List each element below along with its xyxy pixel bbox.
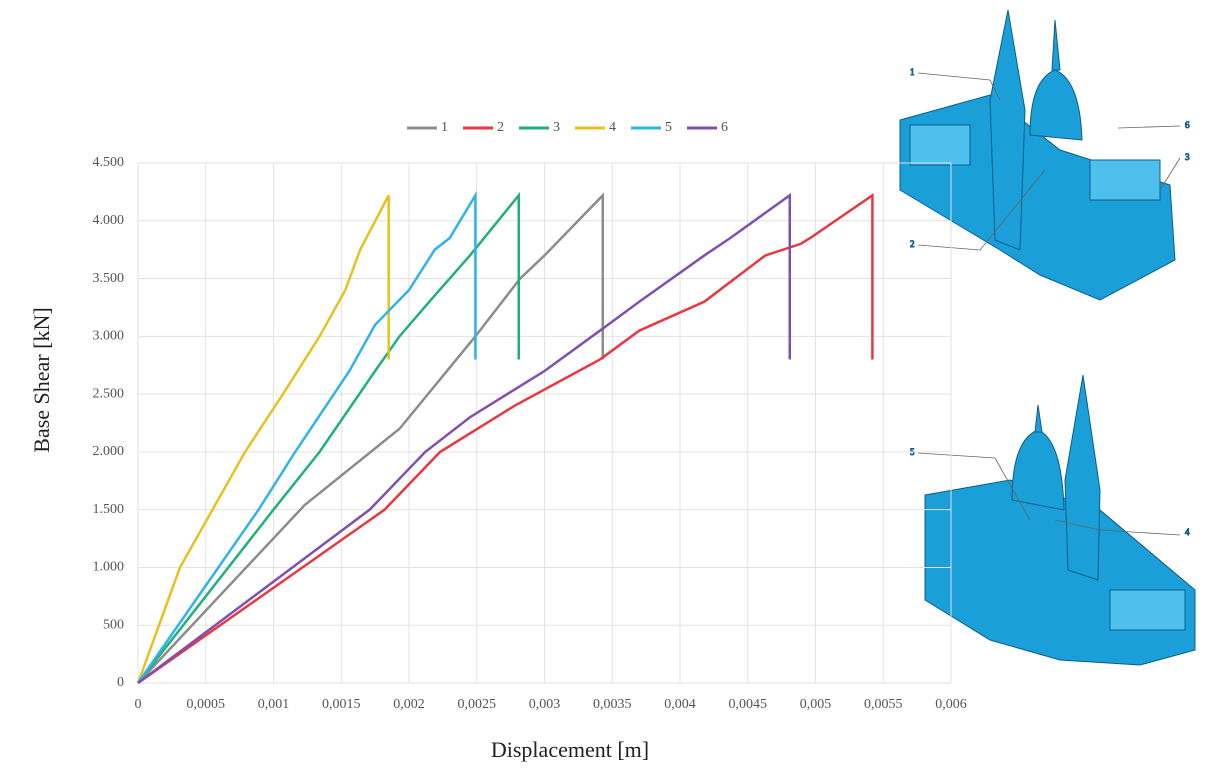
building-bottom: 5 4 <box>910 375 1195 665</box>
series-line <box>138 195 790 683</box>
x-tick-label: 0,0055 <box>864 697 903 712</box>
spire <box>990 10 1025 250</box>
dome <box>1012 430 1064 510</box>
series-line <box>138 195 475 683</box>
figure-label: 3 <box>1185 152 1190 162</box>
figure-label: 2 <box>910 239 915 249</box>
x-tick-label: 0,0035 <box>593 697 632 712</box>
x-tick-label: 0,0025 <box>458 697 497 712</box>
figure-label: 4 <box>1185 527 1190 537</box>
series-line <box>138 195 389 683</box>
legend-label: 3 <box>553 120 560 135</box>
x-tick-label: 0,0045 <box>729 697 768 712</box>
y-tick-label: 2.500 <box>93 386 125 401</box>
y-tick-label: 4.500 <box>93 155 125 170</box>
x-tick-label: 0,001 <box>258 697 290 712</box>
legend-label: 5 <box>665 120 672 135</box>
building-top: 1 6 3 2 <box>900 10 1190 300</box>
dome-top <box>1052 20 1060 70</box>
courtyard <box>910 125 970 165</box>
chart: Displacement [m] Base Shear [kN] 1 6 3 2… <box>0 0 1217 770</box>
legend-label: 4 <box>609 120 616 135</box>
y-tick-label: 0 <box>117 675 124 690</box>
x-tick-label: 0 <box>135 697 142 712</box>
x-tick-label: 0,003 <box>529 697 561 712</box>
x-tick-label: 0,005 <box>800 697 832 712</box>
x-tick-label: 0,006 <box>935 697 967 712</box>
legend-label: 6 <box>721 120 728 135</box>
figure-label: 1 <box>910 67 915 77</box>
courtyard <box>1110 590 1185 630</box>
figure-label: 6 <box>1185 120 1190 130</box>
x-axis-title: Displacement [m] <box>491 737 649 762</box>
legend-label: 1 <box>441 120 448 135</box>
y-tick-label: 3.000 <box>93 329 125 344</box>
y-tick-label: 2.000 <box>93 444 125 459</box>
series-line <box>138 195 872 683</box>
legend-label: 2 <box>497 120 504 135</box>
x-tick-label: 0,002 <box>393 697 425 712</box>
dome <box>1030 70 1082 140</box>
y-tick-label: 1.000 <box>93 560 125 575</box>
y-tick-label: 4.000 <box>93 213 125 228</box>
x-tick-label: 0,0005 <box>187 697 226 712</box>
y-tick-label: 1.500 <box>93 502 125 517</box>
courtyard <box>1090 160 1160 200</box>
y-tick-label: 3.500 <box>93 271 125 286</box>
spire <box>1065 375 1100 580</box>
y-tick-label: 500 <box>103 617 124 632</box>
series-line <box>138 195 603 683</box>
x-tick-label: 0,0015 <box>322 697 361 712</box>
y-axis-title: Base Shear [kN] <box>29 307 54 452</box>
x-tick-label: 0,004 <box>664 697 696 712</box>
dome-top <box>1035 405 1042 432</box>
